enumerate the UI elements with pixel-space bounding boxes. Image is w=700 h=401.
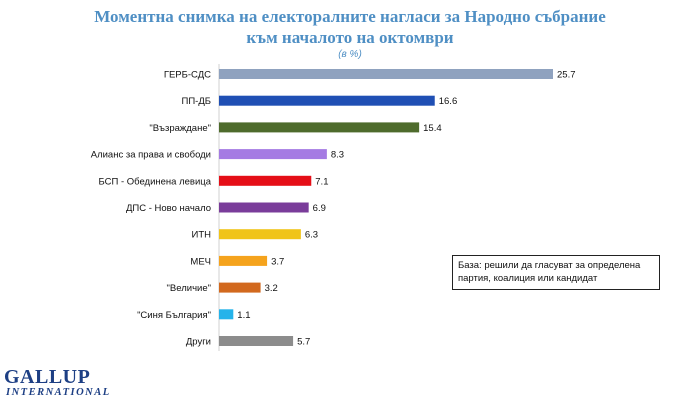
- category-label: Алианс за права и свободи: [91, 150, 211, 161]
- gallup-logo: GALLUP INTERNATIONAL: [4, 367, 109, 401]
- category-label: МЕЧ: [190, 256, 211, 267]
- category-label: "Синя България": [137, 310, 211, 321]
- value-label: 5.7: [297, 337, 310, 348]
- bar: [219, 175, 312, 186]
- value-label: 6.9: [313, 203, 326, 214]
- base-note: База: решили да гласуват за определена п…: [452, 255, 660, 290]
- bar: [219, 69, 553, 79]
- bar: [219, 282, 261, 293]
- category-label: "Възраждане": [149, 123, 211, 134]
- category-label: "Величие": [167, 283, 211, 294]
- category-label: ГЕРБ-СДС: [164, 70, 211, 81]
- chart-subtitle: (в %): [338, 49, 362, 60]
- logo-main-text: GALLUP: [4, 367, 91, 388]
- value-label: 6.3: [305, 230, 318, 241]
- chart-title-line2: към началото на октомври: [246, 28, 454, 47]
- category-label: ДПС - Ново начало: [126, 203, 211, 214]
- category-label: БСП - Обединена левица: [98, 176, 211, 187]
- category-label: Други: [186, 337, 211, 348]
- bar: [219, 95, 435, 106]
- value-label: 8.3: [331, 150, 344, 161]
- category-label: ИТН: [192, 230, 212, 241]
- base-note-line2: партия, коалиция или кандидат: [458, 273, 598, 284]
- bar: [219, 202, 309, 213]
- value-label: 25.7: [557, 70, 576, 81]
- value-label: 3.7: [271, 256, 284, 267]
- bar: [219, 336, 294, 346]
- chart-title: Моментна снимка на електоралните нагласи…: [0, 6, 700, 48]
- value-label: 3.2: [265, 283, 278, 294]
- value-label: 16.6: [439, 96, 458, 107]
- chart-title-line1: Моментна снимка на електоралните нагласи…: [94, 7, 606, 26]
- bar: [219, 309, 234, 320]
- value-label: 15.4: [423, 123, 442, 134]
- category-label: ПП-ДБ: [182, 96, 212, 107]
- bar: [219, 149, 327, 160]
- bar: [219, 122, 420, 133]
- logo-sub-text: INTERNATIONAL: [6, 387, 109, 398]
- value-label: 1.1: [237, 310, 250, 321]
- value-label: 7.1: [315, 176, 328, 187]
- bar: [219, 255, 268, 266]
- bar: [219, 229, 301, 240]
- base-note-line1: База: решили да гласуват за определена: [458, 260, 641, 271]
